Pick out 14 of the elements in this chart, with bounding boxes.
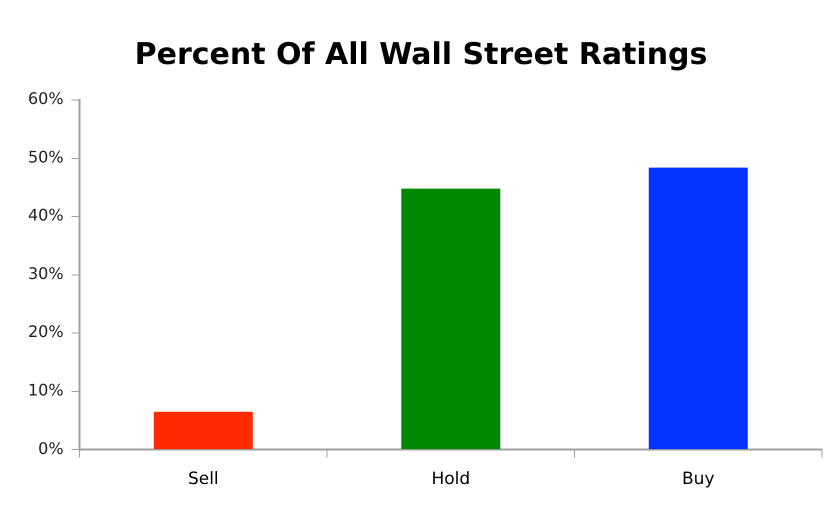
- y-tick-label: 0%: [38, 438, 64, 458]
- x-tick-label: Buy: [682, 469, 715, 490]
- bar: [648, 168, 748, 450]
- y-tick-label: 10%: [28, 380, 64, 400]
- y-tick-label: 40%: [28, 206, 64, 225]
- x-tick-label: Sell: [188, 469, 219, 490]
- y-tick-label: 20%: [28, 322, 64, 342]
- bar: [401, 188, 500, 450]
- y-tick-label: 60%: [28, 89, 64, 108]
- bar: [154, 412, 253, 450]
- chart-title: Percent Of All Wall Street Ratings: [134, 36, 708, 72]
- x-tick-label: Hold: [431, 469, 470, 490]
- y-tick-label: 30%: [28, 264, 64, 283]
- y-tick-label: 50%: [28, 147, 64, 166]
